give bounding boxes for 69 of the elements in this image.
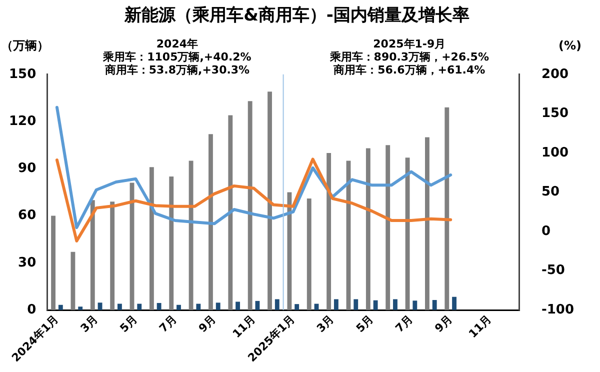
text: 乘用车：1105万辆,+40.2% [102, 50, 252, 64]
x-tick-label: 7月 [392, 312, 416, 336]
x-tick-label: 3月 [78, 312, 100, 336]
bar [156, 302, 162, 310]
bar [248, 101, 252, 310]
bar [326, 152, 332, 310]
bar [51, 216, 56, 310]
bar [306, 198, 312, 310]
bar [188, 160, 194, 310]
y2-tick-label: 0 [541, 224, 551, 239]
bar [452, 296, 456, 310]
x-tick-label: 9月 [196, 312, 219, 336]
y2-tick-label: -50 [541, 263, 565, 278]
bar [287, 192, 292, 310]
x-tick-label: 11月 [230, 312, 258, 340]
chart-title: 新能源（乘用车&商用车）-国内销量及增长率 [124, 6, 470, 26]
bar [110, 202, 115, 310]
text: 2024年 [156, 37, 198, 50]
y-tick-label: 60 [18, 208, 36, 224]
text: 乘用车：890.3万辆，+26.5% [328, 50, 489, 64]
bar [366, 148, 370, 310]
bar [176, 304, 181, 310]
x-tick-label: 5月 [117, 312, 140, 336]
y2-tick-label: 150 [541, 106, 569, 122]
bar [425, 137, 430, 310]
bar [412, 300, 418, 310]
bar [196, 304, 201, 310]
x-tick-label: 5月 [354, 312, 376, 336]
bar [236, 302, 240, 310]
bar [334, 299, 338, 310]
bar [228, 115, 233, 310]
bar [58, 304, 63, 310]
y-tick-label: 150 [8, 66, 36, 82]
bar [137, 304, 142, 310]
bar [294, 304, 300, 310]
bar [354, 299, 358, 310]
bar [169, 176, 174, 310]
bar [208, 134, 213, 310]
bar [98, 302, 102, 310]
bar [274, 299, 280, 310]
x-tick-label: 9月 [432, 312, 455, 336]
bar [386, 145, 390, 310]
y2-tick-label: 100 [541, 145, 569, 160]
bar [216, 302, 220, 310]
bar [373, 300, 378, 310]
bar [149, 167, 154, 310]
x-tick-label: 11月 [466, 312, 494, 340]
bar [70, 252, 76, 310]
bar [432, 300, 437, 310]
y2-tick-label: 50 [541, 184, 560, 200]
y-tick-label: 0 [27, 302, 36, 318]
y-tick-label: 30 [18, 255, 36, 270]
bar [90, 200, 95, 310]
annotation: 商用车：53.8万辆,+30.3% [104, 63, 250, 76]
annotation: 商用车：56.6万辆，+61.4% [332, 63, 486, 76]
y2-tick-label: 200 [541, 66, 569, 82]
y-axis-title: （万辆） [1, 38, 50, 53]
bar [78, 306, 83, 310]
bar [393, 299, 398, 310]
y2-tick-label: -100 [541, 302, 574, 318]
bar [268, 92, 272, 310]
y-tick-label: 120 [8, 114, 36, 129]
x-tick-label: 7月 [156, 312, 180, 336]
bar [444, 107, 450, 310]
x-tick-label: 3月 [314, 312, 337, 336]
y2-axis-title: (%) [558, 38, 582, 53]
y-tick-label: 90 [18, 161, 36, 176]
text: 2025年1-9月 [373, 37, 446, 50]
bar [117, 304, 122, 310]
